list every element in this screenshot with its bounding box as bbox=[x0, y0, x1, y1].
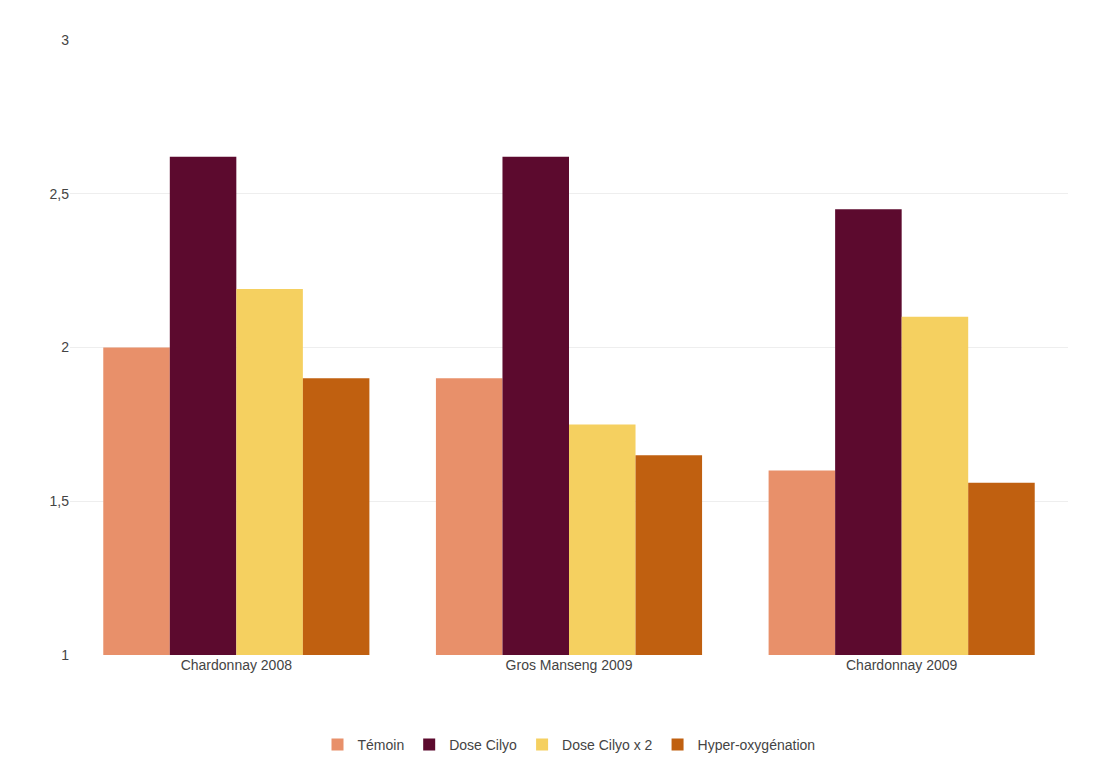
svg-text:Chardonnay 2009: Chardonnay 2009 bbox=[846, 657, 958, 673]
svg-text:Témoin: Témoin bbox=[358, 737, 405, 753]
svg-text:1: 1 bbox=[61, 647, 69, 663]
svg-text:Hyper-oxygénation: Hyper-oxygénation bbox=[698, 737, 816, 753]
svg-text:Gros Manseng 2009: Gros Manseng 2009 bbox=[506, 657, 633, 673]
svg-text:2,5: 2,5 bbox=[50, 186, 70, 202]
svg-text:Dose Cilyo: Dose Cilyo bbox=[449, 737, 517, 753]
svg-text:Dose Cilyo x 2: Dose Cilyo x 2 bbox=[562, 737, 652, 753]
svg-text:2: 2 bbox=[61, 339, 69, 355]
svg-text:Chardonnay 2008: Chardonnay 2008 bbox=[181, 657, 293, 673]
svg-text:3: 3 bbox=[61, 32, 69, 48]
svg-text:1,5: 1,5 bbox=[50, 493, 70, 509]
